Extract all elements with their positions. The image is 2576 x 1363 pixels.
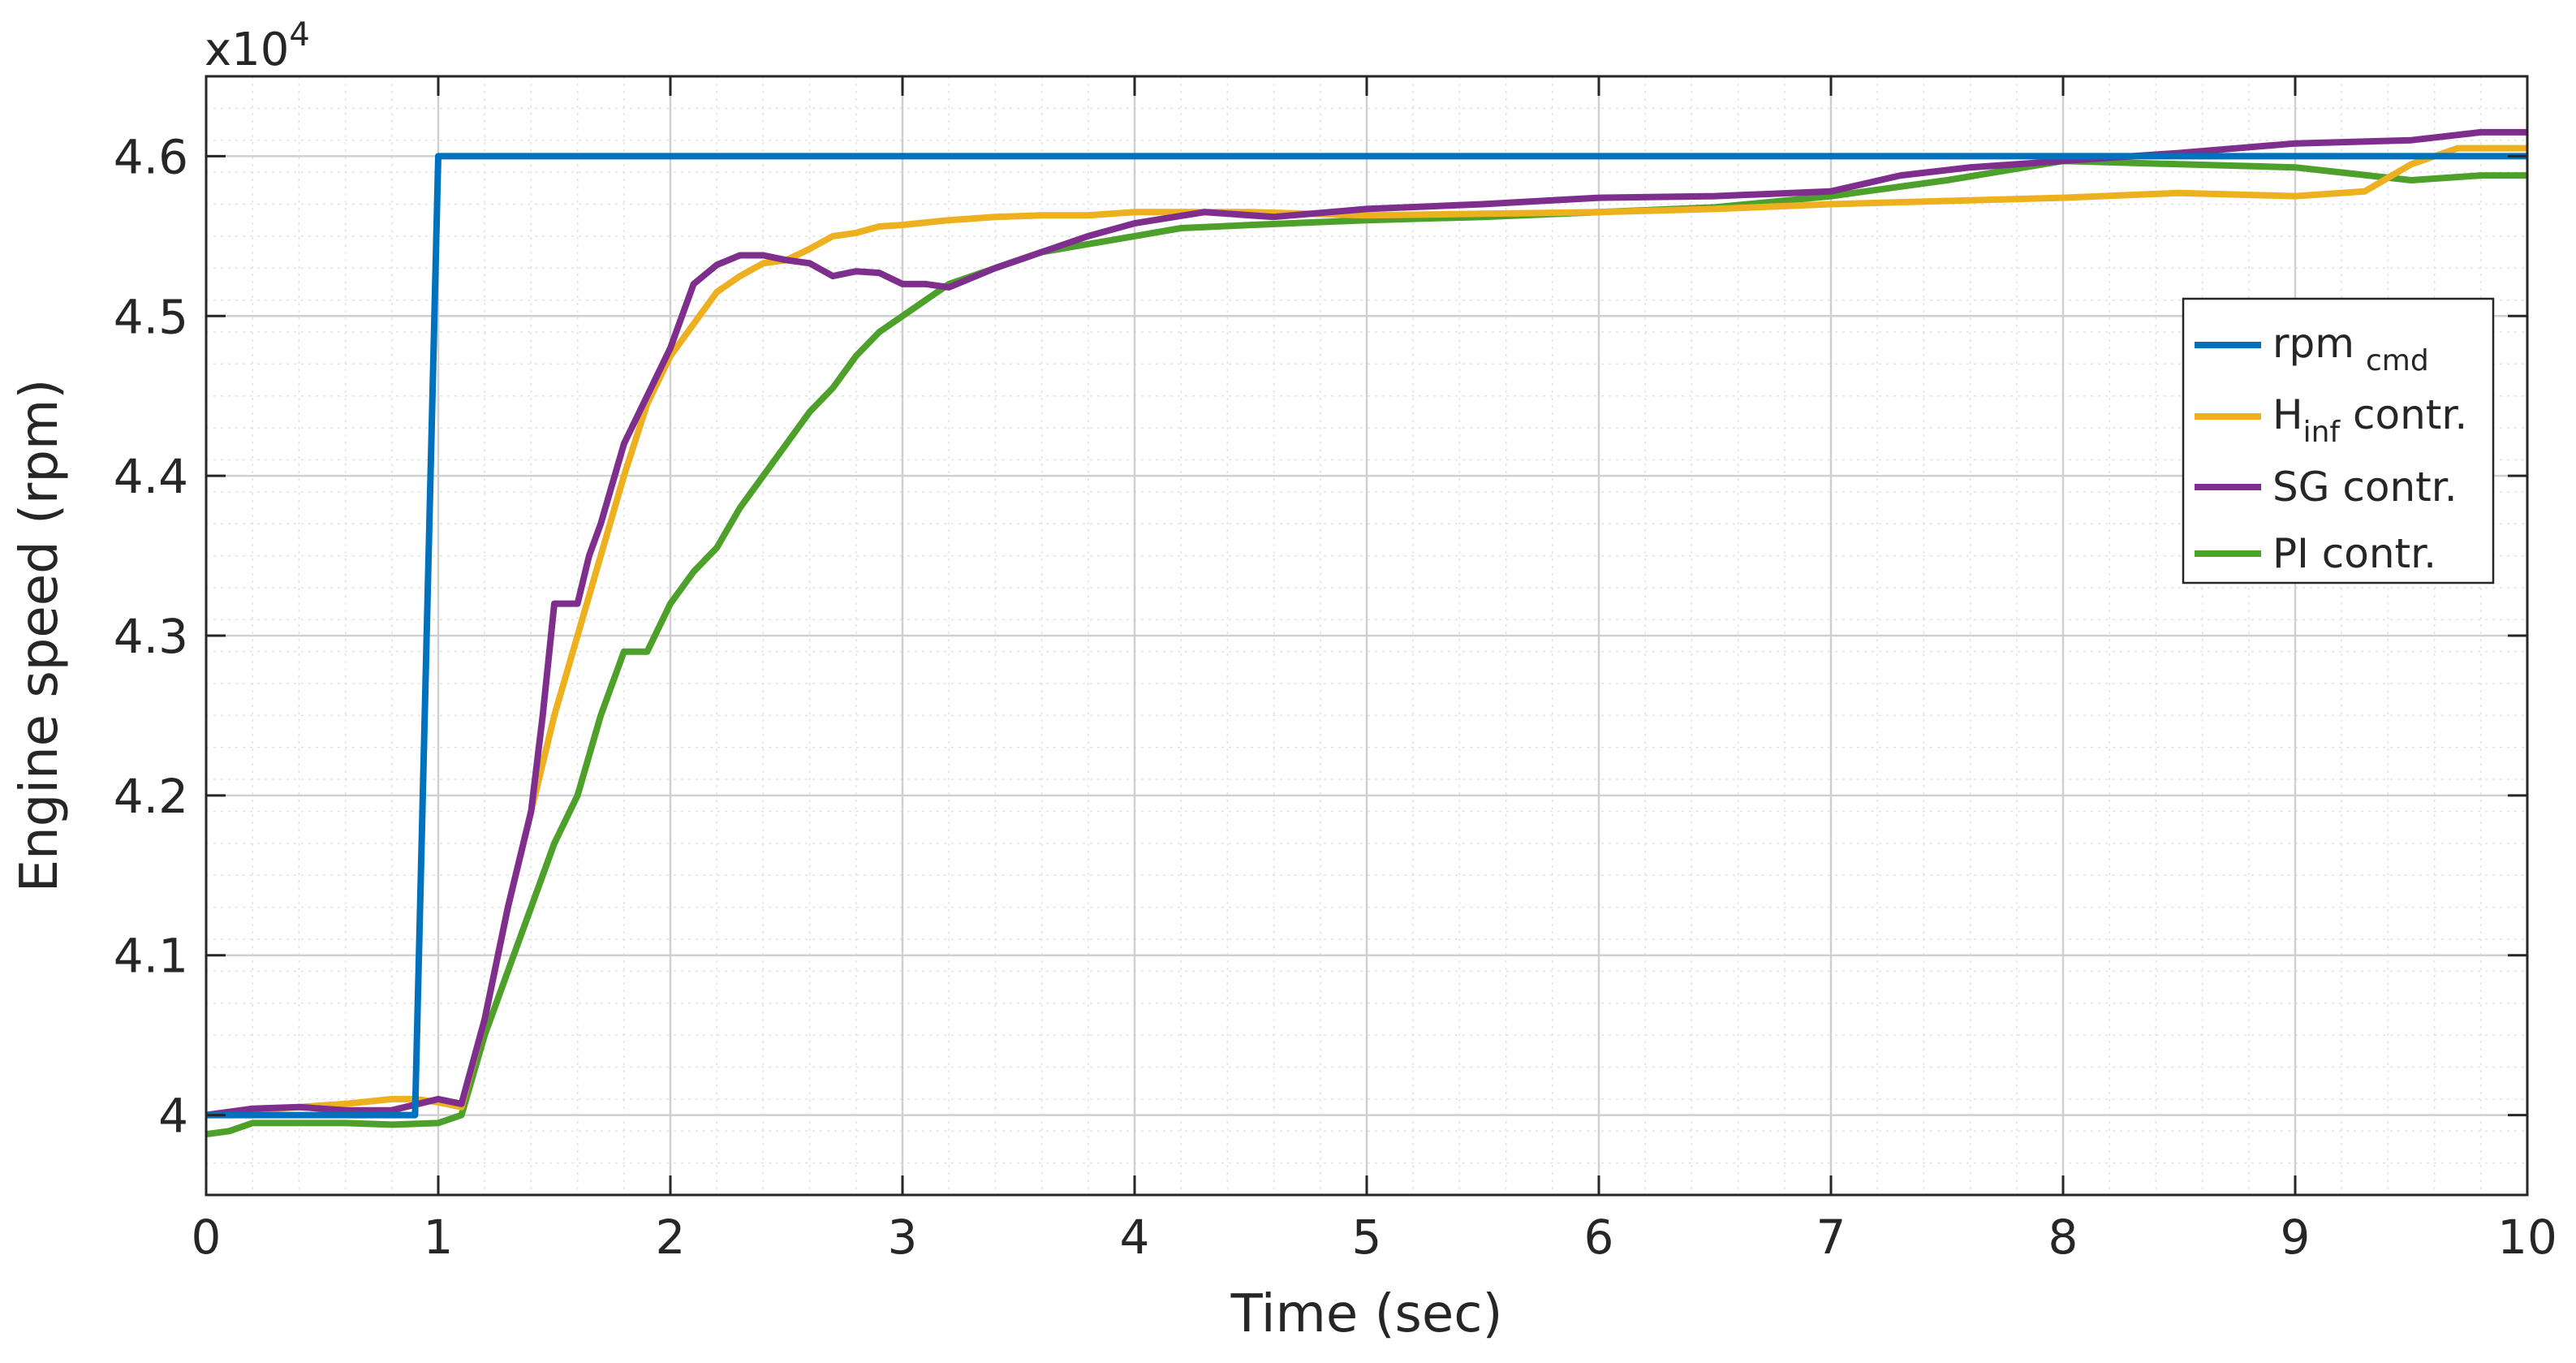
y-tick-label: 4.4 [114,449,188,504]
series-line-rpm-cmd [206,153,2527,1119]
x-axis-ticks: 0 1 2 3 4 5 6 7 8 9 10 [192,76,2557,1265]
series-line-sg [205,128,2527,1119]
y-tick-label: 4.6 [114,129,188,184]
y-axis-ticks: 4 4.1 4.2 4.3 4.4 4.5 4.6 [114,129,2527,1144]
y-tick-label: 4.2 [114,769,188,824]
x-tick-label: 3 [888,1210,918,1265]
y-axis-multiplier: x104 [205,16,310,76]
y-tick-label: 4.3 [114,609,188,664]
legend-label-rpm-cmd-main: rpm [2272,320,2354,367]
legend-entry-sg: SG contr. [2195,464,2458,511]
legend-label-pi: PI contr. [2272,530,2436,577]
x-tick-label: 1 [424,1210,454,1265]
x-tick-label: 5 [1352,1210,1382,1265]
legend: rpm cmd Hinf contr. SG contr. PI contr. [2182,297,2495,584]
x-tick-label: 2 [656,1210,686,1265]
y-axis-title: Engine speed (rpm) [10,379,70,893]
legend-label-rpm-cmd: rpm cmd [2272,320,2429,377]
x-tick-label: 8 [2048,1210,2078,1265]
x-tick-label: 10 [2497,1210,2557,1265]
x-tick-label: 9 [2281,1210,2311,1265]
x-tick-label: 0 [192,1210,222,1265]
legend-label-hinf-sub: inf [2303,416,2341,449]
legend-entry-pi: PI contr. [2195,530,2436,577]
major-grid [205,76,2529,1195]
legend-entry-hinf: Hinf contr. [2195,391,2467,449]
legend-label-sg: SG contr. [2272,464,2458,511]
y-tick-label: 4.1 [114,929,188,984]
y-multiplier-base: x10 [205,24,289,76]
legend-label-hinf-main: H [2272,391,2303,438]
x-axis-title: Time (sec) [1230,1284,1503,1344]
legend-label-hinf: Hinf contr. [2272,391,2467,449]
y-tick-label: 4 [158,1089,188,1144]
legend-entry-rpm-cmd: rpm cmd [2195,320,2429,377]
x-tick-label: 4 [1120,1210,1150,1265]
x-tick-label: 6 [1584,1210,1614,1265]
y-multiplier-exponent: 4 [289,16,309,54]
legend-label-hinf-suffix: contr. [2340,391,2467,438]
y-tick-label: 4.5 [114,289,188,344]
series-layer [205,128,2527,1138]
x-tick-label: 7 [1816,1210,1846,1265]
legend-label-rpm-cmd-sub: cmd [2366,344,2429,377]
